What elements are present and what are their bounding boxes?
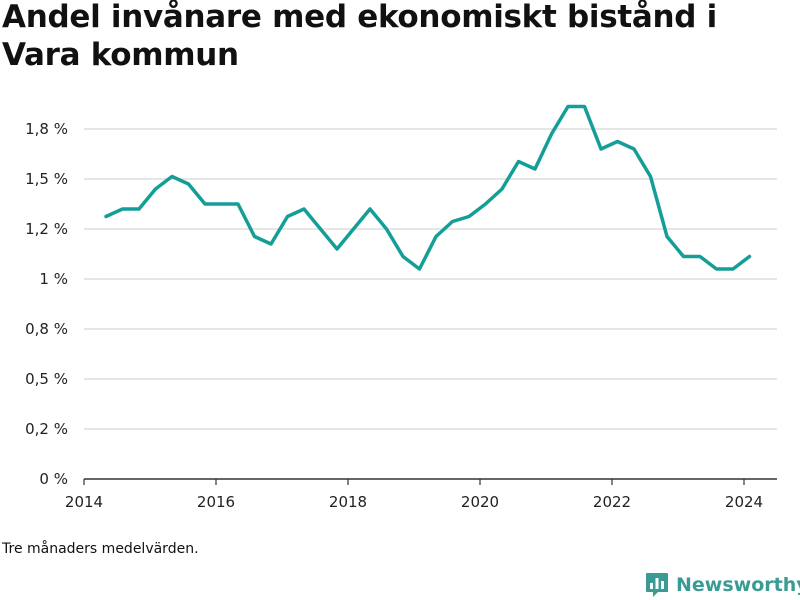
chart-title: Andel invånare med ekonomiskt bistånd i …	[2, 0, 717, 73]
y-tick-label: 0,5 %	[25, 370, 68, 388]
x-tick-label: 2024	[725, 493, 763, 511]
series-line	[104, 104, 752, 271]
y-tick-label: 1,5 %	[25, 170, 68, 188]
brand-name: Newsworthy	[676, 574, 800, 596]
y-tick-label: 1,2 %	[25, 220, 68, 238]
y-tick-label: 1,8 %	[25, 120, 68, 138]
x-tick-label: 2016	[197, 493, 235, 511]
y-tick-label: 1 %	[39, 270, 68, 288]
x-tick-label: 2014	[65, 493, 103, 511]
chart-note: Tre månaders medelvärden.	[2, 541, 199, 557]
brand: Newsworthy	[645, 570, 800, 600]
line-chart: 0 % 0,2 % 0,5 % 0,8 % 1 % 1,2 % 1,5 % 1,8 % 2014…	[25, 104, 777, 511]
x-tick-label: 2022	[593, 493, 631, 511]
newsworthy-logo-icon	[646, 573, 668, 597]
y-tick-label: 0,2 %	[25, 420, 68, 438]
x-tick-label: 2018	[329, 493, 367, 511]
y-tick-label: 0,8 %	[25, 320, 68, 338]
y-tick-label: 0 %	[39, 470, 68, 488]
x-tick-label: 2020	[461, 493, 499, 511]
